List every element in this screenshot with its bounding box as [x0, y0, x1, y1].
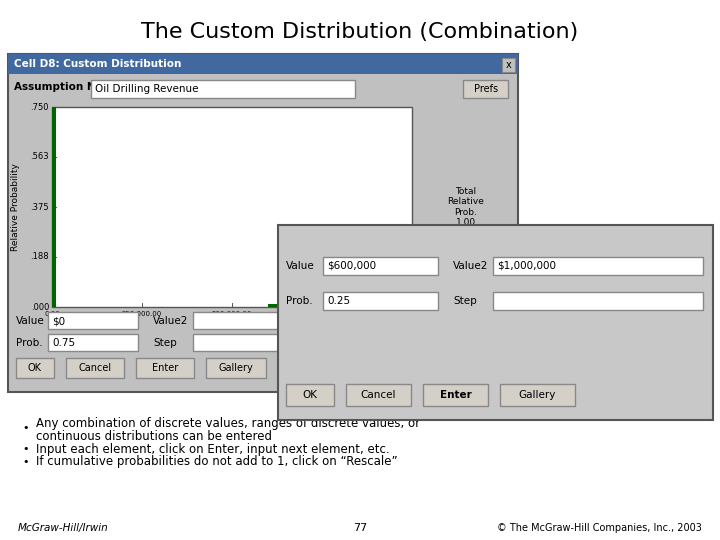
- Text: © The McGraw-Hill Companies, Inc., 2003: © The McGraw-Hill Companies, Inc., 2003: [497, 523, 702, 533]
- Bar: [298, 312, 353, 329]
- Text: Oil Drilling Revenue: Oil Drilling Revenue: [95, 84, 199, 94]
- Bar: [136, 358, 194, 378]
- Text: Gallery: Gallery: [519, 390, 556, 400]
- Text: Relative Probability: Relative Probability: [12, 163, 20, 251]
- Text: Input each element, click on Enter, input next element, etc.: Input each element, click on Enter, inpu…: [36, 442, 390, 456]
- Text: Cancel: Cancel: [78, 363, 112, 373]
- Text: Any combination of discrete values, ranges of discrete values, or: Any combination of discrete values, rang…: [36, 416, 420, 429]
- Bar: [193, 334, 283, 351]
- Text: Resca: Resca: [312, 339, 338, 348]
- Text: Total
Relative
Prob.
1.00: Total Relative Prob. 1.00: [448, 187, 485, 227]
- Text: 0.75: 0.75: [52, 338, 75, 348]
- Text: Prefs: Prefs: [474, 84, 498, 94]
- Text: OK: OK: [302, 390, 318, 400]
- Bar: [493, 257, 703, 275]
- Bar: [268, 303, 412, 307]
- Bar: [298, 334, 353, 351]
- Text: Step: Step: [153, 338, 176, 348]
- Bar: [286, 384, 334, 406]
- Text: Step: Step: [453, 296, 477, 306]
- Text: .750: .750: [30, 103, 49, 111]
- Bar: [463, 80, 508, 98]
- Text: .563: .563: [30, 152, 49, 161]
- Text: Enter: Enter: [152, 363, 178, 373]
- Bar: [52, 107, 412, 307]
- Text: View ...: View ...: [308, 316, 341, 326]
- Bar: [493, 292, 703, 310]
- Text: $0: $0: [52, 316, 65, 326]
- Bar: [52, 107, 56, 307]
- Bar: [278, 225, 713, 420]
- Bar: [193, 312, 283, 329]
- Text: •: •: [22, 444, 29, 454]
- Bar: [500, 384, 575, 406]
- Bar: [502, 58, 515, 72]
- Text: 0.00: 0.00: [44, 311, 60, 317]
- Text: 77: 77: [353, 523, 367, 533]
- Bar: [66, 358, 124, 378]
- Bar: [423, 384, 488, 406]
- Text: Value2: Value2: [153, 316, 189, 326]
- Text: .000: .000: [31, 302, 49, 312]
- Text: Prob.: Prob.: [286, 296, 312, 306]
- Bar: [323, 292, 438, 310]
- Bar: [48, 312, 138, 329]
- Text: $1,000,000: $1,000,000: [497, 261, 556, 271]
- Text: Value: Value: [286, 261, 315, 271]
- Bar: [206, 358, 266, 378]
- Text: •: •: [22, 457, 29, 467]
- Text: .375: .375: [30, 202, 49, 212]
- Text: .188: .188: [30, 252, 49, 261]
- Text: Correlat: Correlat: [289, 363, 328, 373]
- Text: continuous distributions can be entered: continuous distributions can be entered: [36, 429, 272, 442]
- Text: •: •: [22, 423, 29, 433]
- Text: The Custom Distribution (Combination): The Custom Distribution (Combination): [141, 22, 579, 42]
- Text: 500,000.00: 500,000.00: [212, 311, 252, 317]
- Text: Value2: Value2: [453, 261, 488, 271]
- Text: If cumulative probabilities do not add to 1, click on “Rescale”: If cumulative probabilities do not add t…: [36, 456, 397, 469]
- Text: OK: OK: [28, 363, 42, 373]
- Text: 0.25: 0.25: [327, 296, 350, 306]
- Text: Assumption Name:: Assumption Name:: [14, 82, 125, 92]
- Text: 1,000,000.00: 1,000,000.00: [388, 311, 436, 317]
- Bar: [91, 80, 355, 98]
- Text: 250,000.00: 250,000.00: [122, 311, 162, 317]
- Bar: [323, 257, 438, 275]
- Bar: [8, 54, 518, 74]
- Text: Prob.: Prob.: [16, 338, 42, 348]
- Text: Enter: Enter: [440, 390, 472, 400]
- Text: $600,000: $600,000: [327, 261, 376, 271]
- Bar: [8, 54, 518, 392]
- Bar: [16, 358, 54, 378]
- Text: Gallery: Gallery: [219, 363, 253, 373]
- Bar: [278, 358, 338, 378]
- Bar: [346, 384, 411, 406]
- Bar: [48, 334, 138, 351]
- Text: x: x: [505, 60, 511, 70]
- Text: 750,000.00: 750,000.00: [302, 311, 342, 317]
- Text: Cancel: Cancel: [361, 390, 396, 400]
- Text: Cell D8: Custom Distribution: Cell D8: Custom Distribution: [14, 59, 181, 69]
- Text: McGraw-Hill/Irwin: McGraw-Hill/Irwin: [18, 523, 109, 533]
- Text: Value: Value: [16, 316, 45, 326]
